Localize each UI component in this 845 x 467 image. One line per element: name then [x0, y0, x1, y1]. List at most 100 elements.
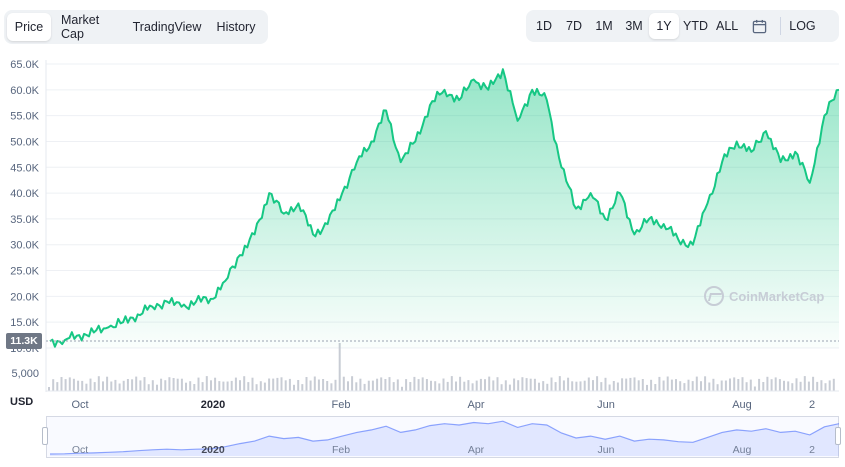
navigator-right-handle[interactable] — [835, 427, 841, 445]
volume-bar — [807, 381, 810, 391]
volume-bar — [832, 378, 835, 391]
range-1y-button[interactable]: 1Y — [649, 13, 679, 39]
volume-bar — [741, 377, 744, 391]
volume-bar — [384, 379, 387, 391]
current-price-badge: 11.3K — [6, 333, 42, 349]
volume-bar — [662, 380, 665, 391]
range-navigator[interactable] — [46, 416, 839, 458]
volume-bar — [396, 379, 399, 391]
volume-bar — [160, 378, 163, 391]
volume-bar — [106, 376, 109, 391]
range-1m-button[interactable]: 1M — [595, 19, 613, 33]
volume-bar — [309, 380, 312, 391]
volume-bar — [342, 376, 345, 391]
volume-bar — [774, 377, 777, 391]
volume-bar — [455, 381, 457, 391]
volume-bar — [297, 380, 300, 391]
range-1d-button[interactable]: 1D — [536, 19, 552, 33]
y-tick-label: 65.0K — [10, 59, 39, 71]
volume-bar — [795, 378, 798, 391]
volume-bar — [508, 384, 511, 391]
volume-bar — [322, 379, 325, 391]
volume-bar — [496, 377, 499, 391]
volume-bar — [666, 376, 669, 391]
volume-bar — [102, 381, 104, 391]
volume-bar — [500, 384, 503, 391]
range-ytd-button[interactable]: YTD — [683, 19, 708, 33]
volume-bar — [413, 376, 416, 391]
volume-bar — [616, 382, 619, 391]
volume-bar — [762, 382, 765, 391]
volume-bar — [517, 380, 520, 391]
range-3m-button[interactable]: 3M — [625, 19, 643, 33]
volume-bar — [126, 379, 129, 391]
volume-bar — [533, 378, 536, 391]
volume-bar — [226, 381, 229, 391]
volume-bar — [85, 383, 88, 391]
volume-bar — [438, 383, 441, 391]
volume-bar — [571, 381, 574, 391]
x-tick-label: Feb — [332, 399, 351, 411]
volume-bar — [592, 380, 594, 391]
y-tick-label: 60.0K — [10, 85, 39, 97]
tab-market-cap[interactable]: Market Cap — [61, 13, 100, 41]
log-scale-button[interactable]: LOG — [789, 19, 816, 33]
volume-bar — [513, 378, 516, 391]
volume-bar — [214, 377, 217, 391]
tab-tradingview[interactable]: TradingView — [132, 20, 202, 34]
volume-bar — [575, 381, 578, 391]
volume-bar — [467, 380, 470, 391]
volume-bar — [243, 376, 246, 391]
volume-bar — [799, 381, 802, 391]
range-all-button[interactable]: ALL — [716, 19, 739, 33]
volume-bar — [434, 381, 437, 391]
volume-bar — [81, 380, 84, 391]
volume-bar — [164, 380, 167, 391]
currency-label: USD — [10, 396, 34, 408]
volume-bar — [56, 382, 59, 391]
time-range-selector: 1D 7D 1M 3M 1Y YTD ALL LOG — [526, 10, 839, 42]
x-tick-label: 2020 — [201, 399, 225, 411]
volume-bar — [550, 377, 553, 391]
volume-bar — [326, 381, 329, 391]
volume-bar — [263, 382, 266, 391]
volume-bar — [255, 384, 258, 391]
volume-bar — [97, 376, 100, 391]
volume-bar — [587, 377, 590, 391]
volume-bar — [812, 376, 815, 391]
volume-bar — [596, 376, 599, 391]
volume-bar — [176, 378, 179, 391]
volume-bar — [554, 382, 557, 391]
volume-bar — [583, 380, 586, 391]
tab-history[interactable]: History — [216, 20, 256, 34]
volume-bar — [93, 382, 96, 391]
volume-bar — [625, 378, 628, 391]
volume-bar — [475, 380, 478, 391]
volume-bar — [425, 379, 428, 391]
volume-bar — [301, 384, 304, 391]
volume-bar — [724, 380, 727, 391]
volume-bar — [450, 376, 453, 391]
volume-bar — [538, 382, 540, 391]
tab-price[interactable]: Price — [7, 13, 51, 41]
y-tick-label: 55.0K — [10, 111, 39, 123]
volume-bar — [168, 377, 171, 391]
volume-bar — [110, 381, 113, 391]
volume-bar — [272, 378, 275, 391]
volume-bar — [405, 379, 408, 391]
volume-bar — [268, 378, 271, 391]
volume-bar — [347, 381, 349, 391]
range-7d-button[interactable]: 7D — [566, 19, 582, 33]
volume-bar — [720, 380, 723, 391]
calendar-button[interactable] — [742, 13, 776, 39]
volume-bar — [704, 376, 707, 391]
volume-bar — [766, 376, 769, 391]
navigator-left-handle[interactable] — [42, 427, 48, 445]
volume-bar — [504, 380, 507, 391]
volume-bar — [64, 379, 67, 391]
volume-bar — [770, 379, 773, 391]
volume-bar — [180, 378, 183, 391]
volume-bar — [135, 376, 138, 391]
volume-bar — [172, 378, 175, 391]
